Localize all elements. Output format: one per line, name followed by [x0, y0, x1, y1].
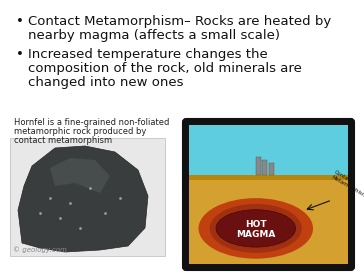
FancyBboxPatch shape — [189, 175, 348, 180]
FancyBboxPatch shape — [10, 138, 165, 256]
Polygon shape — [50, 158, 110, 193]
Ellipse shape — [198, 198, 313, 259]
FancyBboxPatch shape — [189, 125, 348, 175]
Text: nearby magma (affects a small scale): nearby magma (affects a small scale) — [28, 29, 280, 42]
Text: composition of the rock, old minerals are: composition of the rock, old minerals ar… — [28, 62, 302, 75]
Text: •: • — [16, 48, 24, 61]
Text: Increased temperature changes the: Increased temperature changes the — [28, 48, 268, 61]
Ellipse shape — [210, 204, 302, 253]
Text: Hornfel is a fine-grained non-foliated: Hornfel is a fine-grained non-foliated — [14, 118, 169, 127]
Text: contact metamorphism: contact metamorphism — [14, 136, 112, 145]
Bar — [256, 157, 261, 175]
Text: metamorphic rock produced by: metamorphic rock produced by — [14, 127, 146, 136]
Text: changed into new ones: changed into new ones — [28, 76, 183, 89]
FancyBboxPatch shape — [189, 175, 348, 264]
Text: MAGMA: MAGMA — [236, 230, 276, 239]
Text: © geology.com: © geology.com — [13, 246, 67, 253]
Text: •: • — [16, 15, 24, 28]
Text: Contact
Metamorphism: Contact Metamorphism — [330, 170, 364, 199]
Bar — [262, 160, 267, 175]
Text: Contact Metamorphism– Rocks are heated by: Contact Metamorphism– Rocks are heated b… — [28, 15, 331, 28]
Polygon shape — [18, 146, 148, 252]
Ellipse shape — [216, 210, 296, 247]
Text: HOT: HOT — [245, 220, 266, 229]
FancyBboxPatch shape — [183, 119, 354, 270]
Bar — [269, 163, 273, 175]
